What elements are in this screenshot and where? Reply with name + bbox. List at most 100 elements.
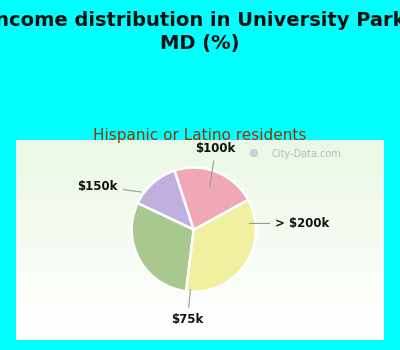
- Bar: [16, 286, 384, 288]
- Text: $75k: $75k: [172, 289, 204, 326]
- Bar: [16, 298, 384, 300]
- Bar: [16, 177, 384, 178]
- Bar: [16, 230, 384, 232]
- Text: Hispanic or Latino residents: Hispanic or Latino residents: [93, 128, 307, 143]
- Bar: [16, 185, 384, 187]
- Bar: [16, 312, 384, 313]
- Bar: [16, 159, 384, 160]
- Bar: [16, 250, 384, 252]
- Bar: [16, 302, 384, 303]
- Bar: [16, 241, 384, 243]
- Bar: [16, 233, 384, 235]
- Bar: [16, 316, 384, 317]
- Bar: [16, 264, 384, 265]
- Wedge shape: [138, 170, 194, 230]
- Bar: [16, 260, 384, 261]
- Bar: [16, 145, 384, 147]
- Bar: [16, 198, 384, 200]
- Bar: [16, 290, 384, 292]
- Bar: [16, 234, 384, 236]
- Bar: [16, 314, 384, 316]
- Bar: [16, 220, 384, 221]
- Text: $100k: $100k: [195, 142, 236, 187]
- Text: Income distribution in University Park,
MD (%): Income distribution in University Park, …: [0, 10, 400, 53]
- Bar: [16, 276, 384, 277]
- Bar: [16, 274, 384, 276]
- Bar: [16, 331, 384, 333]
- Bar: [16, 157, 384, 159]
- Bar: [16, 277, 384, 278]
- Bar: [16, 270, 384, 272]
- Bar: [16, 140, 384, 141]
- Bar: [16, 308, 384, 309]
- Bar: [16, 326, 384, 328]
- Bar: [16, 249, 384, 250]
- Bar: [16, 337, 384, 338]
- Bar: [16, 262, 384, 264]
- Bar: [16, 285, 384, 286]
- Bar: [16, 329, 384, 330]
- Bar: [16, 238, 384, 240]
- Bar: [16, 265, 384, 266]
- Bar: [16, 226, 384, 228]
- Bar: [16, 258, 384, 260]
- Bar: [16, 273, 384, 274]
- Bar: [16, 254, 384, 256]
- Bar: [16, 176, 384, 177]
- Bar: [16, 322, 384, 323]
- Bar: [16, 336, 384, 337]
- Bar: [16, 253, 384, 254]
- Bar: [16, 208, 384, 209]
- Bar: [16, 266, 384, 268]
- Bar: [16, 229, 384, 230]
- Bar: [16, 189, 384, 190]
- Bar: [16, 201, 384, 203]
- Bar: [16, 170, 384, 172]
- Bar: [16, 183, 384, 184]
- Bar: [16, 269, 384, 270]
- Bar: [16, 228, 384, 229]
- Bar: [16, 284, 384, 285]
- Bar: [16, 320, 384, 321]
- Bar: [16, 294, 384, 296]
- Bar: [16, 334, 384, 336]
- Bar: [16, 197, 384, 198]
- Bar: [16, 305, 384, 306]
- Bar: [16, 169, 384, 170]
- Text: ●: ●: [248, 148, 258, 158]
- Bar: [16, 196, 384, 197]
- Bar: [16, 141, 384, 143]
- Bar: [16, 293, 384, 294]
- Bar: [16, 252, 384, 253]
- Bar: [16, 216, 384, 217]
- Bar: [16, 152, 384, 153]
- Bar: [16, 223, 384, 224]
- Wedge shape: [175, 168, 248, 230]
- Bar: [16, 289, 384, 290]
- Bar: [16, 150, 384, 152]
- Wedge shape: [186, 200, 256, 292]
- Bar: [16, 156, 384, 157]
- Bar: [16, 163, 384, 164]
- Bar: [16, 303, 384, 305]
- Bar: [16, 180, 384, 181]
- Bar: [16, 240, 384, 241]
- Bar: [16, 257, 384, 258]
- Bar: [16, 224, 384, 225]
- Bar: [16, 338, 384, 339]
- Bar: [16, 245, 384, 246]
- Bar: [16, 237, 384, 238]
- Bar: [16, 209, 384, 210]
- Text: City-Data.com: City-Data.com: [272, 149, 342, 159]
- Bar: [16, 300, 384, 301]
- Bar: [16, 301, 384, 302]
- Bar: [16, 333, 384, 334]
- Bar: [16, 244, 384, 245]
- Bar: [16, 205, 384, 206]
- Bar: [16, 155, 384, 156]
- Bar: [16, 188, 384, 189]
- Bar: [16, 232, 384, 233]
- Bar: [16, 280, 384, 281]
- Bar: [16, 195, 384, 196]
- Bar: [16, 203, 384, 204]
